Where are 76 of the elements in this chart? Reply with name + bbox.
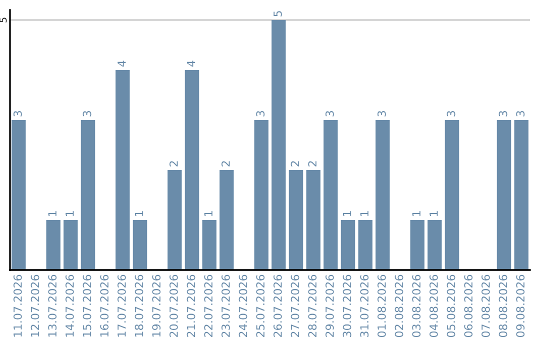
x-tick-label: 06.08.2026 bbox=[464, 274, 473, 338]
x-tick-label: 09.08.2026 bbox=[516, 274, 525, 338]
data-label: 4 bbox=[118, 60, 126, 67]
bar bbox=[340, 220, 356, 270]
data-label: 3 bbox=[516, 111, 525, 116]
x-tick-label: 02.08.2026 bbox=[394, 274, 404, 338]
x-tick-label: 12.07.2026 bbox=[30, 274, 40, 337]
bar bbox=[410, 220, 424, 270]
x-tick-label: 22.07.2026 bbox=[204, 274, 213, 337]
data-label: 2 bbox=[221, 161, 230, 166]
bar bbox=[358, 220, 372, 270]
x-tick-label: 26.07.2026 bbox=[273, 274, 282, 337]
x-tick-label: 23.07.2026 bbox=[221, 274, 230, 337]
bar bbox=[306, 170, 320, 270]
bar bbox=[514, 120, 528, 270]
data-label: 5 bbox=[274, 11, 282, 16]
x-tick-label: 20.07.2026 bbox=[169, 274, 178, 337]
bar bbox=[254, 120, 268, 270]
x-tick-label: 16.07.2026 bbox=[100, 274, 109, 337]
x-tick-label: 19.07.2026 bbox=[152, 274, 161, 337]
x-tick-label: 01.08.2026 bbox=[377, 274, 386, 338]
bar bbox=[46, 220, 60, 270]
data-label: 3 bbox=[13, 111, 22, 116]
x-tick-label: 08.08.2026 bbox=[498, 274, 508, 338]
bar bbox=[324, 120, 338, 270]
data-label: 4 bbox=[186, 60, 196, 67]
bar bbox=[202, 220, 216, 270]
x-tick-label: 05.08.2026 bbox=[446, 274, 456, 338]
data-label: 1 bbox=[48, 211, 56, 216]
bar bbox=[288, 170, 304, 270]
data-label: 1 bbox=[430, 211, 438, 216]
bar bbox=[496, 120, 512, 270]
bar bbox=[168, 170, 182, 270]
data-label: 1 bbox=[204, 211, 212, 216]
x-tick-label: 07.08.2026 bbox=[481, 274, 490, 338]
x-tick-label: 27.07.2026 bbox=[290, 274, 300, 337]
bar bbox=[132, 220, 148, 270]
bar bbox=[80, 120, 96, 270]
data-label: 3 bbox=[256, 111, 265, 116]
x-tick-label: 04.08.2026 bbox=[429, 274, 438, 338]
data-label: 2 bbox=[308, 161, 316, 166]
x-tick-label: 18.07.2026 bbox=[134, 274, 144, 337]
data-label: 3 bbox=[82, 111, 92, 116]
x-tick-label: 03.08.2026 bbox=[412, 274, 421, 338]
data-label: 3 bbox=[325, 111, 334, 116]
bar bbox=[116, 70, 130, 270]
x-tick-label: 15.07.2026 bbox=[82, 274, 92, 337]
data-label: 2 bbox=[290, 161, 300, 166]
bar bbox=[376, 120, 390, 270]
data-label: 1 bbox=[342, 211, 352, 216]
data-label: 1 bbox=[66, 211, 74, 216]
data-label: 1 bbox=[134, 211, 144, 216]
bar bbox=[12, 120, 26, 270]
x-tick-label: 28.07.2026 bbox=[308, 274, 317, 337]
bar bbox=[64, 220, 78, 270]
x-tick-label: 31.07.2026 bbox=[360, 274, 369, 337]
x-tick-label: 24.07.2026 bbox=[238, 274, 248, 337]
bar bbox=[220, 170, 234, 270]
x-tick-label: 14.07.2026 bbox=[65, 274, 74, 337]
bar bbox=[184, 70, 200, 270]
data-label: 3 bbox=[377, 111, 386, 116]
bar bbox=[428, 220, 442, 270]
bar bbox=[272, 20, 286, 270]
data-label: 3 bbox=[498, 111, 508, 116]
data-label: 1 bbox=[360, 211, 368, 216]
x-tick-label: 21.07.2026 bbox=[186, 274, 196, 337]
data-label: 3 bbox=[446, 111, 456, 116]
data-label: 2 bbox=[169, 161, 178, 166]
x-tick-label: 17.07.2026 bbox=[117, 274, 126, 337]
x-tick-label: 11.07.2026 bbox=[13, 274, 22, 337]
x-tick-label: 25.07.2026 bbox=[256, 274, 265, 337]
x-tick-label: 30.07.2026 bbox=[342, 274, 352, 337]
x-tick-label: 13.07.2026 bbox=[48, 274, 57, 337]
bar bbox=[444, 120, 460, 270]
x-tick-label: 29.07.2026 bbox=[325, 274, 334, 337]
data-label: 1 bbox=[412, 211, 420, 216]
